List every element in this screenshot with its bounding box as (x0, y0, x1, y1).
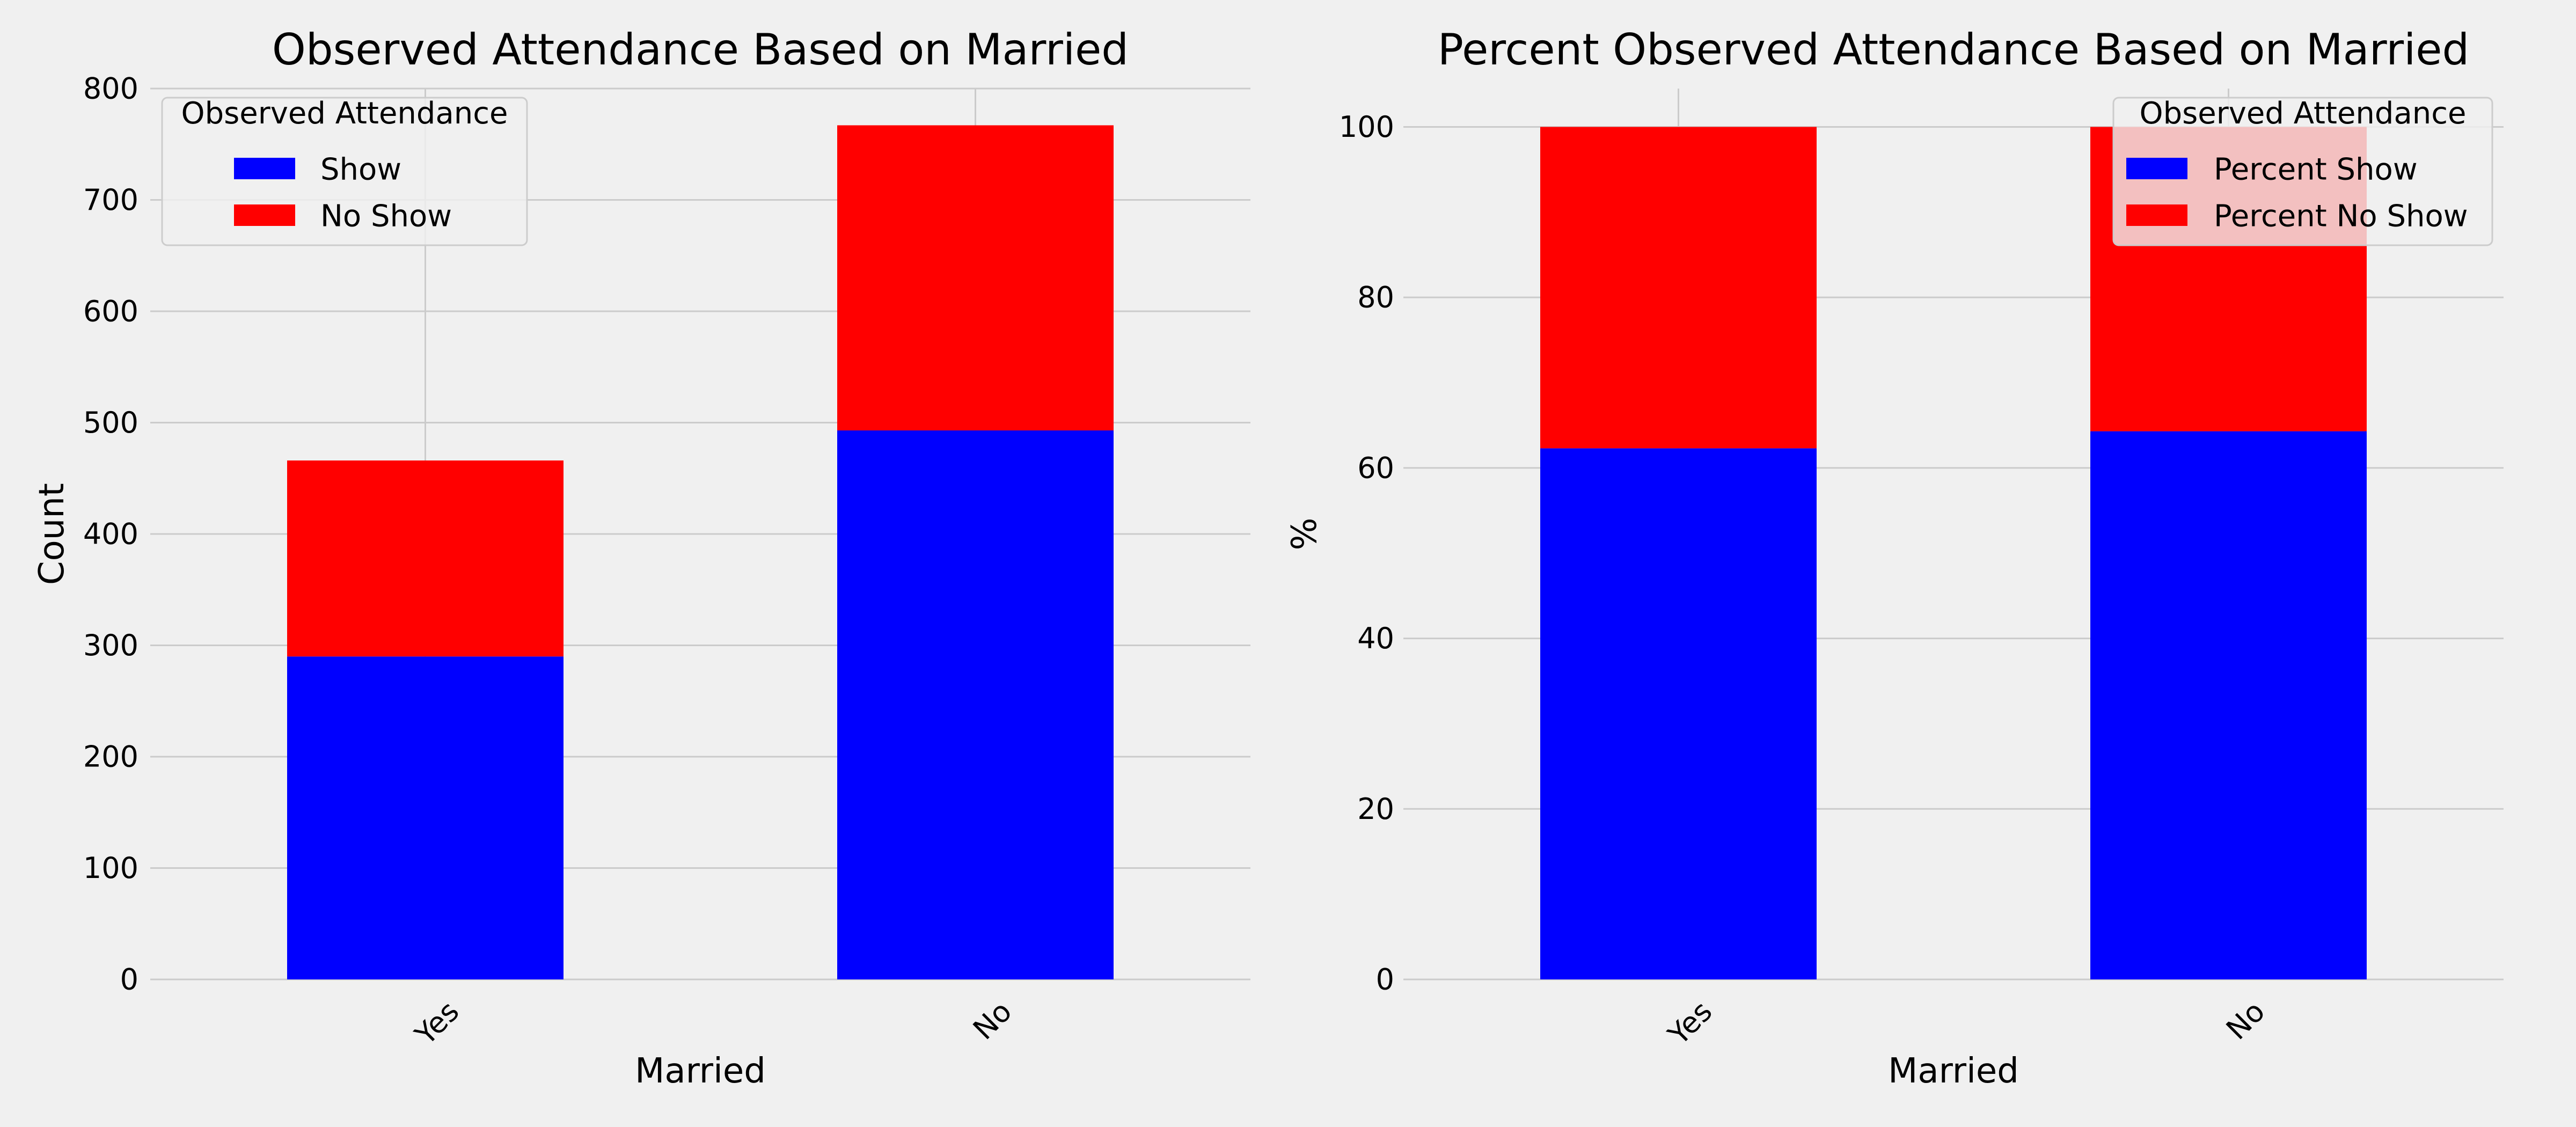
count-y-tick: 0 (120, 963, 138, 997)
count-x-tick-yes: Yes (408, 994, 466, 1052)
percent-x-axis-label: Married (1888, 1051, 2019, 1091)
count-y-tick: 500 (83, 406, 138, 440)
count-legend-label-show: Show (320, 152, 401, 187)
percent-bar-percent-no-show-yes (1540, 127, 1817, 449)
percent-y-tick: 100 (1339, 110, 1394, 144)
percent-bar-percent-show-yes (1540, 448, 1817, 979)
count-bar-show-yes (287, 656, 564, 979)
percent-legend-box (2112, 97, 2493, 246)
percent-chart-title: Percent Observed Attendance Based on Mar… (1438, 25, 2470, 75)
count-x-tick-no: No (967, 994, 1018, 1046)
count-y-tick: 600 (83, 295, 138, 328)
count-y-tick: 800 (83, 72, 138, 106)
count-bar-no-show-yes (287, 460, 564, 657)
count-bar-show-no (837, 430, 1114, 979)
count-bar-no-show-no (837, 125, 1114, 431)
count-x-ticks: Yes No (408, 994, 1019, 1052)
percent-legend-label-no-show: Percent No Show (2214, 199, 2468, 234)
percent-x-tick-no: No (2220, 994, 2271, 1046)
percent-y-tick: 40 (1357, 621, 1394, 655)
percent-legend-swatch-show (2126, 158, 2187, 179)
percent-x-tick-yes: Yes (1662, 994, 1719, 1052)
percent-y-axis-label: % (1285, 518, 1324, 551)
percent-y-tick: 60 (1357, 451, 1394, 485)
count-legend: Observed Attendance Show No Show (161, 96, 528, 246)
count-y-tick: 400 (83, 517, 138, 551)
percent-y-tick: 0 (1376, 963, 1394, 997)
percent-legend: Observed Attendance Percent Show Percent… (2112, 96, 2493, 246)
percent-legend-swatch-no-show (2126, 204, 2187, 226)
count-legend-label-no-show: No Show (320, 199, 452, 234)
percent-legend-title: Observed Attendance (2140, 96, 2467, 131)
count-legend-swatch-show (234, 158, 295, 179)
count-chart-title: Observed Attendance Based on Married (272, 25, 1129, 75)
percent-y-ticks: 0 20 40 60 80 100 (1339, 110, 1394, 997)
count-legend-swatch-no-show (234, 204, 295, 226)
percent-y-tick: 80 (1357, 281, 1394, 314)
percent-legend-label-show: Percent Show (2214, 152, 2418, 187)
count-legend-title: Observed Attendance (181, 96, 508, 131)
count-y-tick: 200 (83, 740, 138, 774)
count-y-tick: 300 (83, 628, 138, 662)
count-y-tick: 700 (83, 183, 138, 217)
count-y-axis-label: Count (32, 483, 72, 585)
count-bars (287, 125, 1114, 979)
count-y-tick: 100 (83, 851, 138, 885)
percent-x-ticks: Yes No (1662, 994, 2272, 1052)
count-x-axis-label: Married (635, 1051, 766, 1091)
count-chart: 0 100 200 300 400 500 600 700 800 Yes No… (32, 25, 1250, 1091)
percent-bars (1540, 127, 2367, 979)
percent-bar-percent-show-no (2090, 431, 2367, 979)
percent-chart: 0 20 40 60 80 100 Yes No Percent Observe… (1285, 25, 2504, 1091)
percent-y-tick: 20 (1357, 792, 1394, 826)
count-y-ticks: 0 100 200 300 400 500 600 700 800 (83, 72, 138, 997)
